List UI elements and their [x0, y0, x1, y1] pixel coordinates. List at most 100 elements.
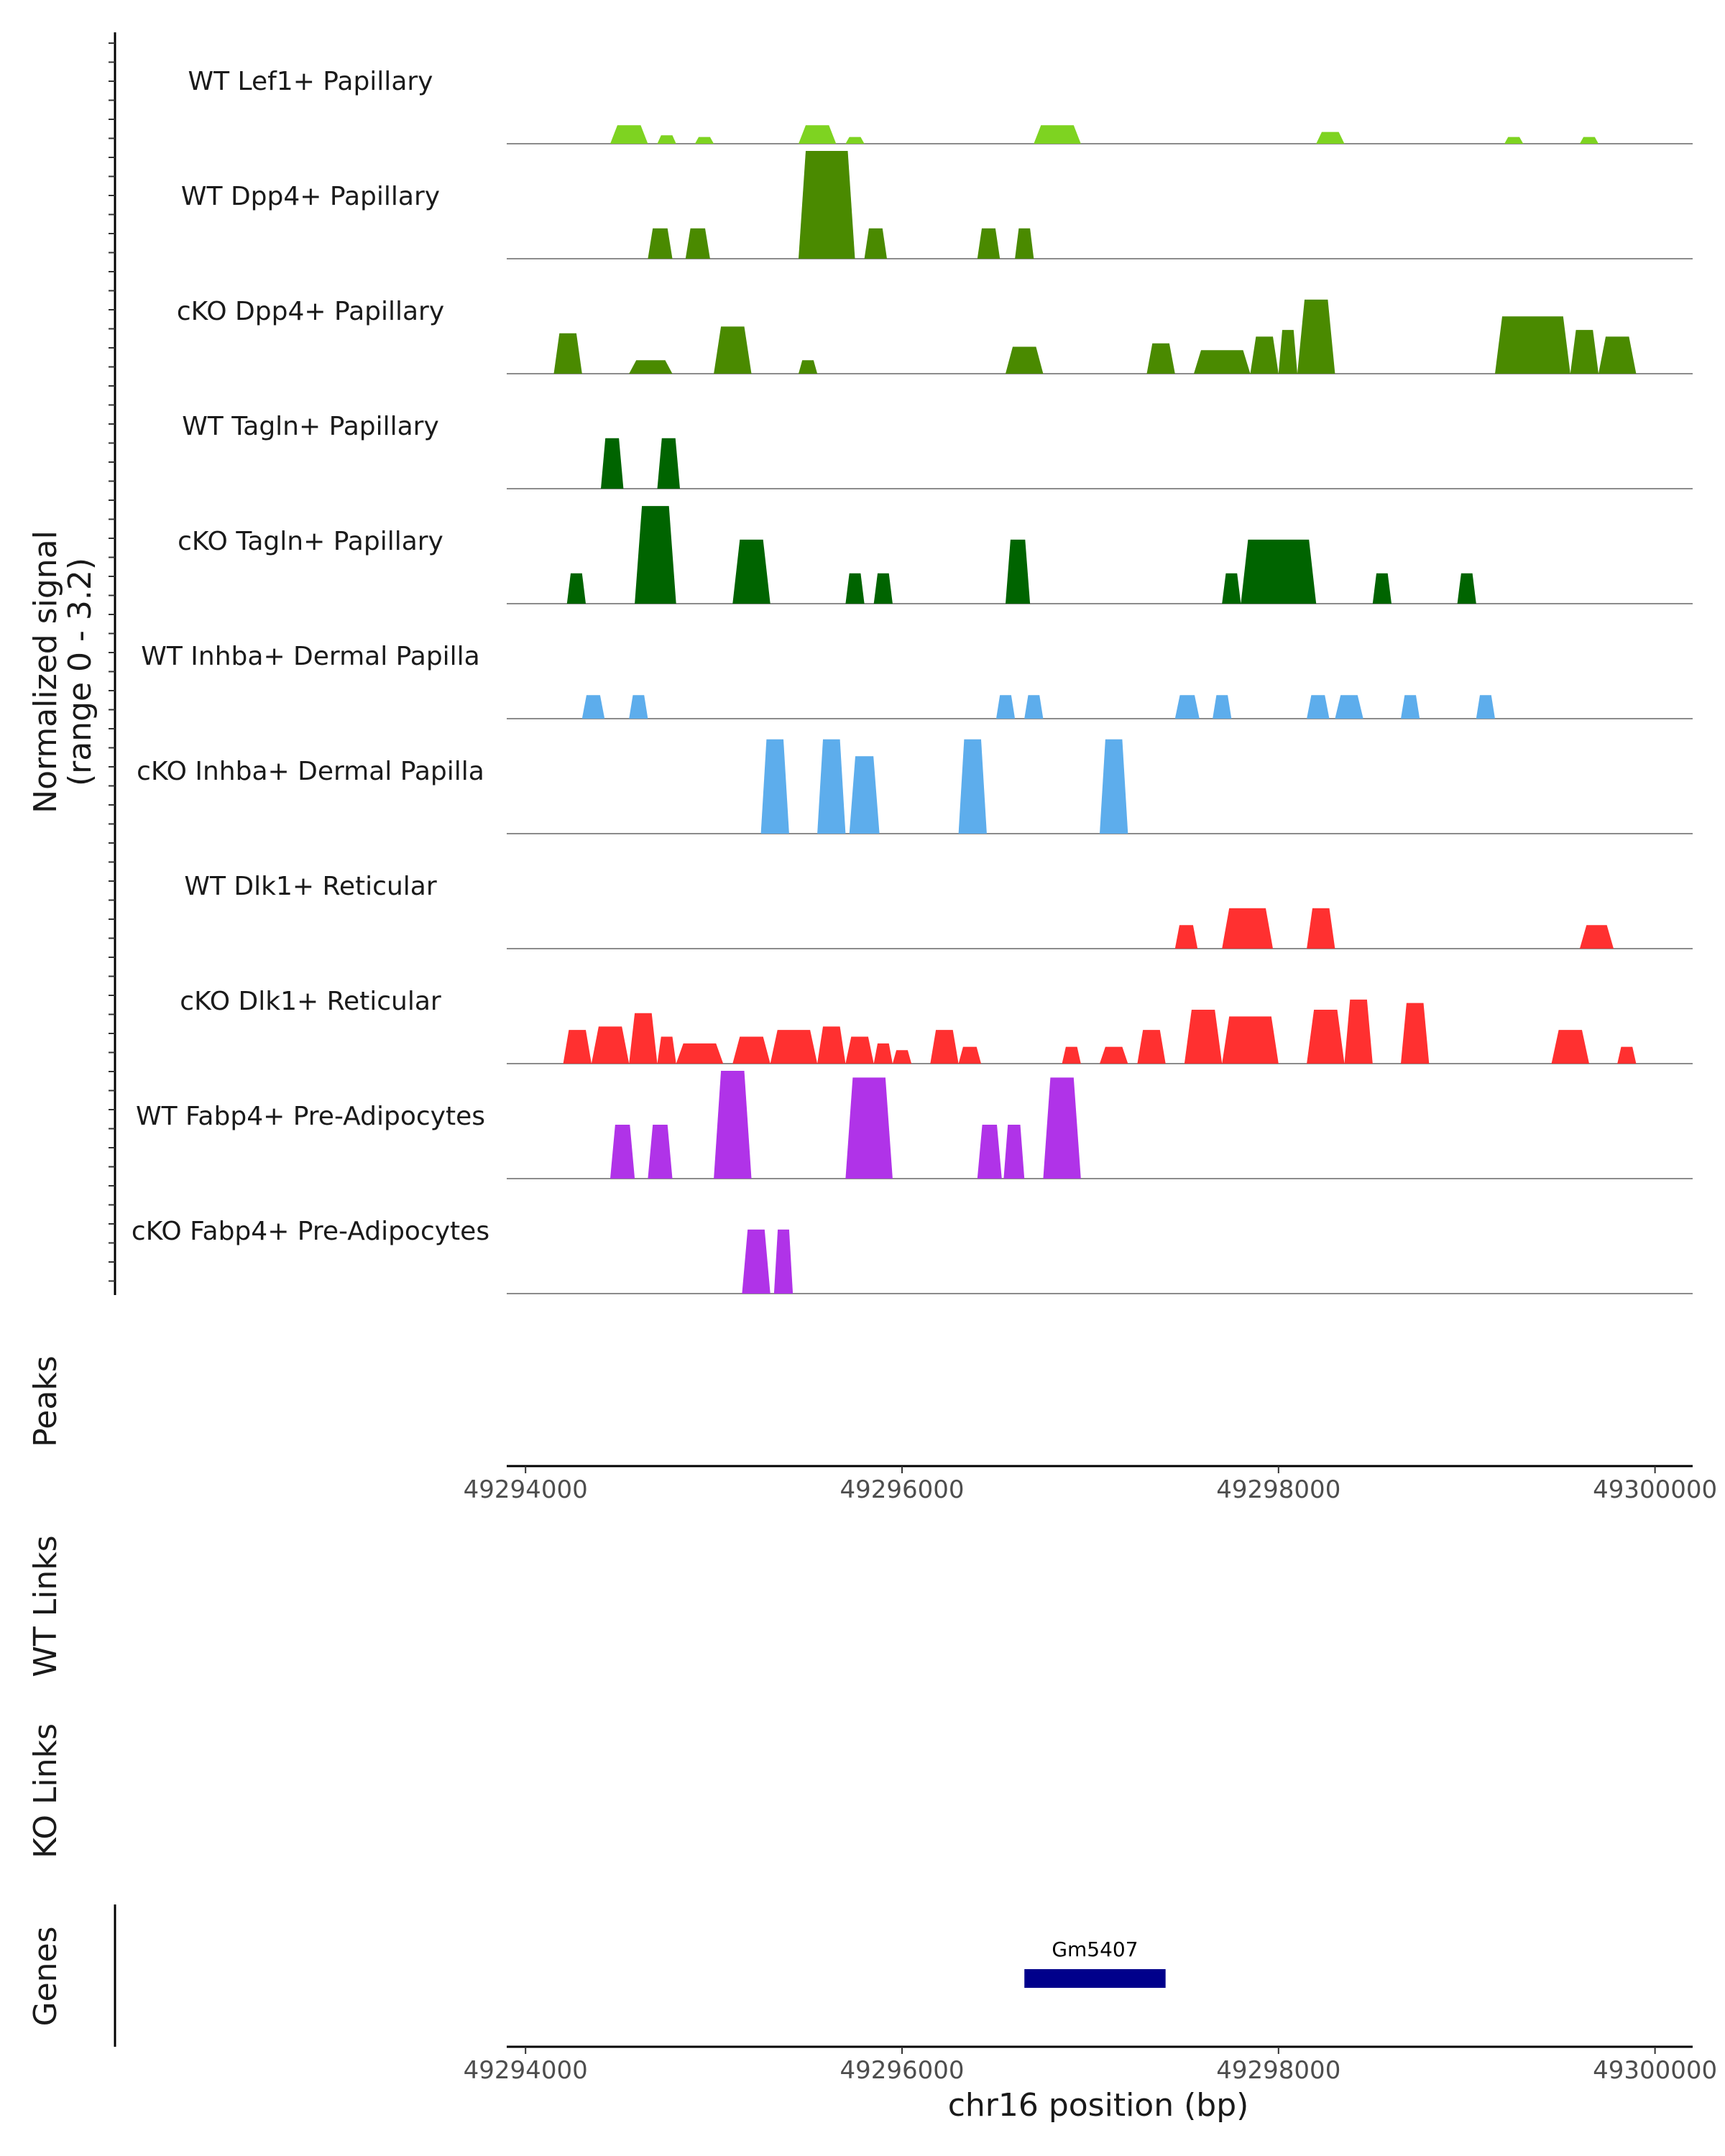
signal-peak: [799, 360, 818, 374]
track-11: cKO Fabp4+ Pre-Adipocytes: [132, 1217, 1693, 1294]
signal-peak: [1174, 925, 1198, 949]
signal-peak: [648, 228, 673, 259]
signal-peak: [1617, 1046, 1637, 1064]
track-label: WT Lef1+ Papillary: [188, 67, 433, 96]
signal-peak: [773, 1229, 794, 1294]
signal-peak: [1307, 908, 1335, 949]
track-label: WT Tagln+ Papillary: [182, 412, 439, 441]
signal-peak: [1006, 346, 1044, 374]
signal-peak: [873, 573, 893, 604]
genes-panel-title: Genes: [27, 1926, 64, 2026]
track-4: WT Tagln+ Papillary: [182, 412, 1693, 489]
gene-annotations: Gm5407: [1024, 1938, 1166, 1988]
genes-x-axis-tick-label: 49298000: [1216, 2056, 1340, 2085]
signal-peak: [1570, 330, 1598, 374]
signal-peak: [1551, 1030, 1589, 1064]
signal-peak: [1250, 336, 1279, 374]
peaks-x-axis-tick-label: 49298000: [1216, 1475, 1340, 1504]
signal-peak: [1579, 925, 1614, 949]
signal-peak: [635, 506, 676, 604]
signal-peak: [845, 573, 865, 604]
signal-peak: [817, 739, 846, 834]
signal-peak: [732, 1036, 770, 1064]
signal-peak: [799, 151, 855, 259]
signal-peak: [1476, 695, 1495, 719]
track-7: cKO Inhba+ Dermal Papilla: [137, 739, 1693, 834]
signal-peak: [1137, 1030, 1166, 1064]
peaks-panel-title: Peaks: [27, 1355, 64, 1447]
track-8: WT Dlk1+ Reticular: [184, 872, 1693, 949]
signal-peak: [1222, 1016, 1279, 1064]
signal-peak: [864, 228, 887, 259]
genes-x-axis: 49294000 49296000 49298000 49300000: [464, 2045, 1717, 2085]
coverage-tracks: WT Lef1+ Papillary WT Dpp4+ Papillary cKO …: [132, 67, 1693, 1294]
signal-peak: [799, 125, 837, 144]
signal-peak: [1003, 1125, 1025, 1179]
y-axis-title-line-1: Normalized signal: [27, 530, 64, 814]
track-label: WT Inhba+ Dermal Papilla: [141, 642, 479, 671]
signal-peak: [1598, 336, 1637, 374]
signal-peak: [1579, 137, 1598, 144]
signal-peak: [1307, 1010, 1345, 1064]
wt-links-panel-title: WT Links: [27, 1535, 64, 1677]
signal-peak: [657, 135, 676, 144]
signal-peak: [657, 1036, 676, 1064]
signal-peak: [977, 1125, 1002, 1179]
signal-peak: [930, 1030, 959, 1064]
signal-peak: [714, 326, 752, 374]
signal-peak: [1184, 1010, 1223, 1064]
signal-peak: [1100, 1046, 1128, 1064]
signal-peak: [1307, 695, 1330, 719]
track-label: WT Fabp4+ Pre-Adipocytes: [136, 1102, 485, 1131]
signal-peak: [629, 360, 673, 374]
signal-peak: [1297, 299, 1335, 374]
signal-peak: [1495, 316, 1570, 374]
signal-peak: [958, 739, 987, 834]
track-label: cKO Fabp4+ Pre-Adipocytes: [132, 1217, 489, 1246]
signal-peak: [1222, 908, 1273, 949]
signal-peak: [817, 1026, 846, 1064]
signal-peak: [732, 539, 770, 604]
signal-peak: [591, 1026, 630, 1064]
coverage-y-axis: [109, 32, 116, 1295]
signal-peak: [694, 137, 714, 144]
signal-peak: [770, 1030, 818, 1064]
track-5: cKO Tagln+ Papillary: [178, 506, 1693, 604]
signal-peak: [845, 137, 865, 144]
signal-peak: [892, 1050, 912, 1064]
signal-peak: [873, 1043, 893, 1064]
signal-peak: [1457, 573, 1476, 604]
signal-peak: [648, 1125, 673, 1179]
signal-peak: [1024, 695, 1044, 719]
signal-peak: [1241, 539, 1317, 604]
signal-peak: [657, 438, 680, 489]
signal-peak: [1006, 539, 1031, 604]
track-label: WT Dpp4+ Papillary: [181, 182, 440, 211]
track-10: WT Fabp4+ Pre-Adipocytes: [136, 1071, 1693, 1179]
track-label: cKO Dlk1+ Reticular: [180, 987, 441, 1016]
track-6: WT Inhba+ Dermal Papilla: [141, 642, 1693, 719]
peaks-x-axis-tick-label: 49294000: [464, 1475, 588, 1504]
signal-peak: [1146, 343, 1175, 374]
signal-peak: [1194, 350, 1251, 374]
signal-peak: [1401, 1003, 1430, 1064]
signal-peak: [760, 739, 789, 834]
signal-peak: [685, 228, 710, 259]
signal-peak: [629, 1013, 658, 1064]
track-label: cKO Inhba+ Dermal Papilla: [137, 757, 484, 786]
track-9: cKO Dlk1+ Reticular: [180, 987, 1693, 1064]
signal-peak: [1401, 695, 1420, 719]
signal-peak: [1100, 739, 1128, 834]
signal-peak: [977, 228, 1000, 259]
peaks-x-axis-tick-label: 49300000: [1593, 1475, 1717, 1504]
signal-peak: [566, 573, 586, 604]
peaks-x-axis-tick-label: 49296000: [840, 1475, 964, 1504]
signal-peak: [1062, 1046, 1081, 1064]
signal-peak: [1015, 228, 1034, 259]
signal-peak: [849, 756, 880, 834]
genes-x-axis-tick-label: 49296000: [840, 2056, 964, 2085]
ko-links-panel-title: KO Links: [27, 1723, 64, 1858]
signal-peak: [1316, 132, 1345, 144]
signal-peak: [1344, 999, 1373, 1064]
signal-peak: [1034, 125, 1081, 144]
